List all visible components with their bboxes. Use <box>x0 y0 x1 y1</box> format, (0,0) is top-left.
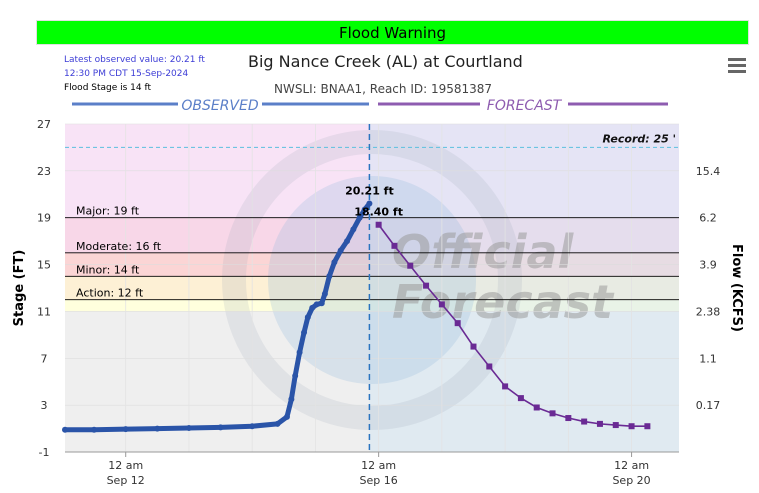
band-major <box>65 217 679 253</box>
observed-label: OBSERVED <box>181 98 259 114</box>
y-tick-label: 27 <box>37 118 51 131</box>
band-minor <box>65 276 679 300</box>
x-tick-label: 12 am <box>614 459 649 472</box>
y-tick-label: 3 <box>41 399 48 412</box>
observation-info: Latest observed value: 20.21 ft 12:30 PM… <box>64 53 205 95</box>
flow-tick-label: 1.1 <box>699 352 717 365</box>
hamburger-menu-icon[interactable] <box>728 58 746 74</box>
flood-warning-label: Flood Warning <box>338 23 447 42</box>
y-tick-label: -1 <box>39 446 50 459</box>
observed-label-bg <box>178 96 262 112</box>
observed-point <box>326 273 333 280</box>
latest-observed-value: Latest observed value: 20.21 ft <box>64 55 205 65</box>
threshold-label-minor: Minor: 14 ft <box>76 263 140 276</box>
flow-tick-label: 0.17 <box>696 399 721 412</box>
forecast-label: FORECAST <box>487 98 563 114</box>
record-label: Record: 25 ' <box>603 132 677 145</box>
forecast-point <box>438 301 445 308</box>
forecast-region <box>369 124 679 452</box>
forecast-point <box>470 343 477 350</box>
y-axis-title: Stage (FT) <box>12 250 27 327</box>
forecast-point <box>565 415 572 422</box>
x-tick-label: 12 am <box>361 459 396 472</box>
observed-point <box>361 206 368 213</box>
observed-point <box>321 290 328 297</box>
x-tick-label: Sep 12 <box>107 474 145 487</box>
x-tick-label: Sep 20 <box>612 474 650 487</box>
observed-end-label: 20.21 ft <box>345 185 394 198</box>
observed-point <box>283 413 290 420</box>
flood-warning-banner: Flood Warning <box>36 20 749 45</box>
observation-time: 12:30 PM CDT 15-Sep-2024 <box>64 69 189 79</box>
flow-tick-label: 3.9 <box>699 259 717 272</box>
forecast-point <box>628 423 635 430</box>
forecast-point <box>454 320 461 327</box>
watermark-emblem <box>268 176 476 384</box>
x-tick-label: 12 am <box>108 459 143 472</box>
observed-point <box>304 314 311 321</box>
y-tick-label: 19 <box>37 212 51 225</box>
observed-point <box>318 300 325 307</box>
forecast-point <box>502 383 509 390</box>
observed-point <box>274 420 281 427</box>
forecast-point <box>533 404 540 411</box>
forecast-point <box>486 363 493 370</box>
observed-point <box>309 304 316 311</box>
forecast-start-label: 18.40 ft <box>354 206 403 219</box>
y-tick-label: 11 <box>37 305 51 318</box>
observed-point <box>288 396 295 403</box>
observed-point <box>91 426 98 433</box>
forecast-point <box>581 418 588 425</box>
chart-subtitle: NWSLI: BNAA1, Reach ID: 19581387 <box>274 82 493 96</box>
observed-point <box>313 301 320 308</box>
threshold-label-moderate: Moderate: 16 ft <box>76 240 162 253</box>
watermark-ring <box>222 130 522 430</box>
observed-point <box>154 425 161 432</box>
flow-tick-label: 6.2 <box>699 212 717 225</box>
y2-axis-title: Flow (KCFS) <box>729 244 744 332</box>
observed-point <box>301 329 308 336</box>
observed-point <box>366 200 373 207</box>
y-tick-label: 23 <box>37 165 51 178</box>
threshold-label-action: Action: 12 ft <box>76 287 144 300</box>
forecast-point <box>375 221 382 228</box>
y-tick-label: 7 <box>41 352 48 365</box>
observed-point <box>344 238 351 245</box>
forecast-label-bg <box>480 96 568 112</box>
watermark-line1: Official <box>392 225 575 279</box>
forecast-point <box>391 242 398 249</box>
flow-tick-label: 2.38 <box>696 305 721 318</box>
observed-point <box>350 226 357 233</box>
watermark-line2: Forecast <box>392 275 615 329</box>
forecast-point <box>407 262 414 269</box>
forecast-point <box>517 395 524 402</box>
observed-point <box>356 214 363 221</box>
forecast-point <box>644 423 651 430</box>
forecast-point <box>423 282 430 289</box>
observed-point <box>217 424 224 431</box>
forecast-point <box>612 422 619 429</box>
forecast-point <box>596 420 603 427</box>
threshold-label-major: Major: 19 ft <box>76 205 140 218</box>
observed-point <box>185 424 192 431</box>
observed-point <box>337 247 344 254</box>
flood-stage-note: Flood Stage is 14 ft <box>64 83 152 93</box>
observed-point <box>122 426 129 433</box>
observed-point <box>62 426 68 433</box>
band-action <box>65 299 679 312</box>
observed-point <box>249 423 256 430</box>
forecast-point <box>549 410 556 417</box>
observed-point <box>296 349 303 356</box>
x-tick-label: Sep 16 <box>360 474 398 487</box>
y-tick-label: 15 <box>37 259 51 272</box>
observed-point <box>331 259 338 266</box>
flow-tick-label: 15.4 <box>696 165 721 178</box>
observed-point <box>292 372 299 379</box>
chart-title: Big Nance Creek (AL) at Courtland <box>248 52 523 71</box>
